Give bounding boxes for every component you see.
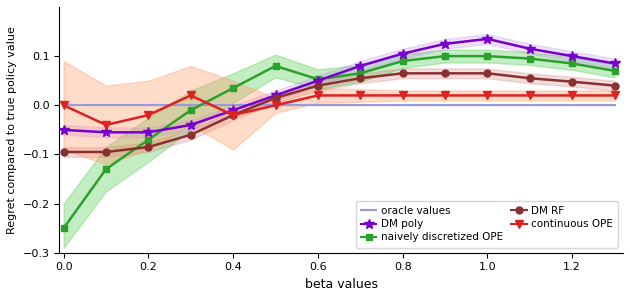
X-axis label: beta values: beta values: [305, 278, 378, 291]
Y-axis label: Regret compared to true policy value: Regret compared to true policy value: [7, 26, 17, 234]
Legend: oracle values, DM poly, naively discretized OPE, DM RF, continuous OPE: oracle values, DM poly, naively discreti…: [355, 201, 618, 248]
